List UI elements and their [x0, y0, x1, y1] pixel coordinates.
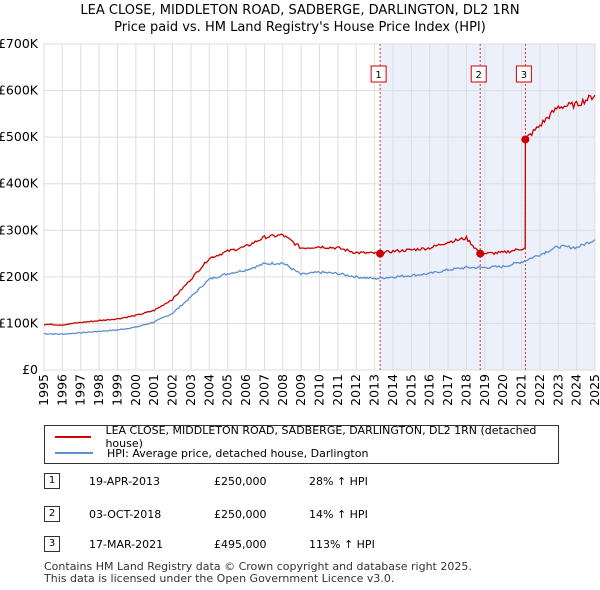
sale-row: 1 19-APR-2013 £250,000 28% ↑ HPI: [44, 473, 444, 491]
sale-date: 17-MAR-2021: [89, 538, 164, 551]
x-tick-label: 2020: [495, 374, 510, 406]
x-tick-label: 2007: [256, 374, 271, 406]
x-tick-label: 2000: [128, 374, 143, 406]
sale-hpi-change: 113% ↑ HPI: [309, 538, 375, 551]
x-tick-label: 1996: [54, 374, 69, 406]
chart-subtitle: Price paid vs. HM Land Registry's House …: [114, 20, 486, 35]
x-tick-label: 1995: [36, 374, 51, 406]
sale-price: £250,000: [214, 508, 267, 521]
sale-number-badge: 1: [44, 473, 60, 489]
legend-label-hpi: HPI: Average price, detached house, Darl…: [107, 446, 369, 460]
sale-number-box: [515, 65, 532, 83]
x-tick-label: 2006: [238, 374, 253, 406]
y-tick-label: £400K: [0, 176, 39, 191]
x-tick-label: 2013: [367, 374, 382, 406]
x-tick-label: 2015: [403, 374, 418, 406]
y-tick-label: £500K: [0, 129, 39, 144]
sale-hpi-change: 28% ↑ HPI: [309, 475, 368, 488]
price-chart: 1 2 3 £0 £100K £200K £300K £400K £500K £600K £700…: [0, 36, 600, 406]
sale-price: £250,000: [214, 475, 267, 488]
x-tick-label: 1998: [91, 374, 106, 406]
x-tick-label: 2002: [165, 374, 180, 406]
legend-swatch-red: [55, 436, 92, 438]
legend-label-property: LEA CLOSE, MIDDLETON ROAD, SADBERGE, DAR…: [105, 424, 537, 450]
x-tick-label: 2005: [220, 374, 235, 406]
x-tick-label: 2001: [146, 374, 161, 406]
x-tick-label: 2021: [514, 374, 529, 406]
x-tick-label: 1999: [109, 374, 124, 406]
y-tick-label: £200K: [0, 269, 39, 284]
x-tick-label: 2014: [385, 374, 400, 406]
sale-date: 03-OCT-2018: [89, 508, 162, 521]
x-tick-label: 2003: [183, 374, 198, 406]
series-line: [44, 239, 596, 336]
sale-hpi-change: 14% ↑ HPI: [309, 508, 368, 521]
footer: Contains HM Land Registry data © Crown c…: [44, 561, 472, 585]
sale-price: £495,000: [214, 538, 267, 551]
x-tick-label: 2012: [348, 374, 363, 406]
legend: LEA CLOSE, MIDDLETON ROAD, SADBERGE, DAR…: [44, 424, 559, 464]
ownership-shade: [525, 44, 595, 370]
x-tick-label: 2009: [293, 374, 308, 406]
sale-point: [476, 249, 485, 258]
legend-item-hpi: HPI: Average price, detached house, Darl…: [55, 445, 368, 461]
sale-number-label: 3: [521, 70, 527, 81]
sale-row: 3 17-MAR-2021 £495,000 113% ↑ HPI: [44, 536, 444, 554]
x-tick-label: 2023: [550, 374, 565, 406]
series-line: [43, 94, 596, 326]
sale-date: 19-APR-2013: [89, 475, 161, 488]
x-tick-label: 2022: [532, 374, 547, 406]
y-tick-label: £100K: [0, 315, 39, 330]
x-tick-label: 2011: [330, 374, 345, 406]
legend-item-property: LEA CLOSE, MIDDLETON ROAD, SADBERGE, DAR…: [55, 424, 558, 450]
x-tick-label: 2017: [440, 374, 455, 406]
footer-line-copyright: Contains HM Land Registry data © Crown c…: [44, 560, 472, 573]
legend-swatch-blue: [55, 452, 93, 454]
footer-line-licence: This data is licensed under the Open Gov…: [44, 572, 395, 585]
x-tick-label: 2019: [477, 374, 492, 406]
sale-number-label: 1: [375, 70, 381, 81]
chart-title: LEA CLOSE, MIDDLETON ROAD, SADBERGE, DAR…: [80, 3, 520, 18]
sale-row: 2 03-OCT-2018 £250,000 14% ↑ HPI: [44, 506, 444, 524]
sale-number-box: [370, 65, 387, 83]
x-tick-label: 2018: [458, 374, 473, 406]
x-tick-label: 1997: [73, 374, 88, 406]
sale-number-box: [470, 65, 487, 83]
sale-number-badge: 3: [44, 536, 60, 552]
sale-point: [376, 249, 385, 258]
x-tick-label: 2025: [587, 374, 600, 406]
y-tick-label: £0: [22, 362, 38, 377]
y-tick-label: £700K: [0, 36, 39, 51]
x-tick-label: 2016: [422, 374, 437, 406]
x-tick-label: 2024: [569, 374, 584, 406]
sale-point: [521, 135, 530, 144]
x-tick-label: 2008: [275, 374, 290, 406]
y-tick-label: £300K: [0, 222, 39, 237]
sale-number-badge: 2: [44, 506, 60, 522]
x-tick-label: 2004: [201, 374, 216, 406]
sale-number-label: 2: [476, 70, 482, 81]
y-tick-label: £600K: [0, 83, 39, 98]
x-tick-label: 2010: [312, 374, 327, 406]
